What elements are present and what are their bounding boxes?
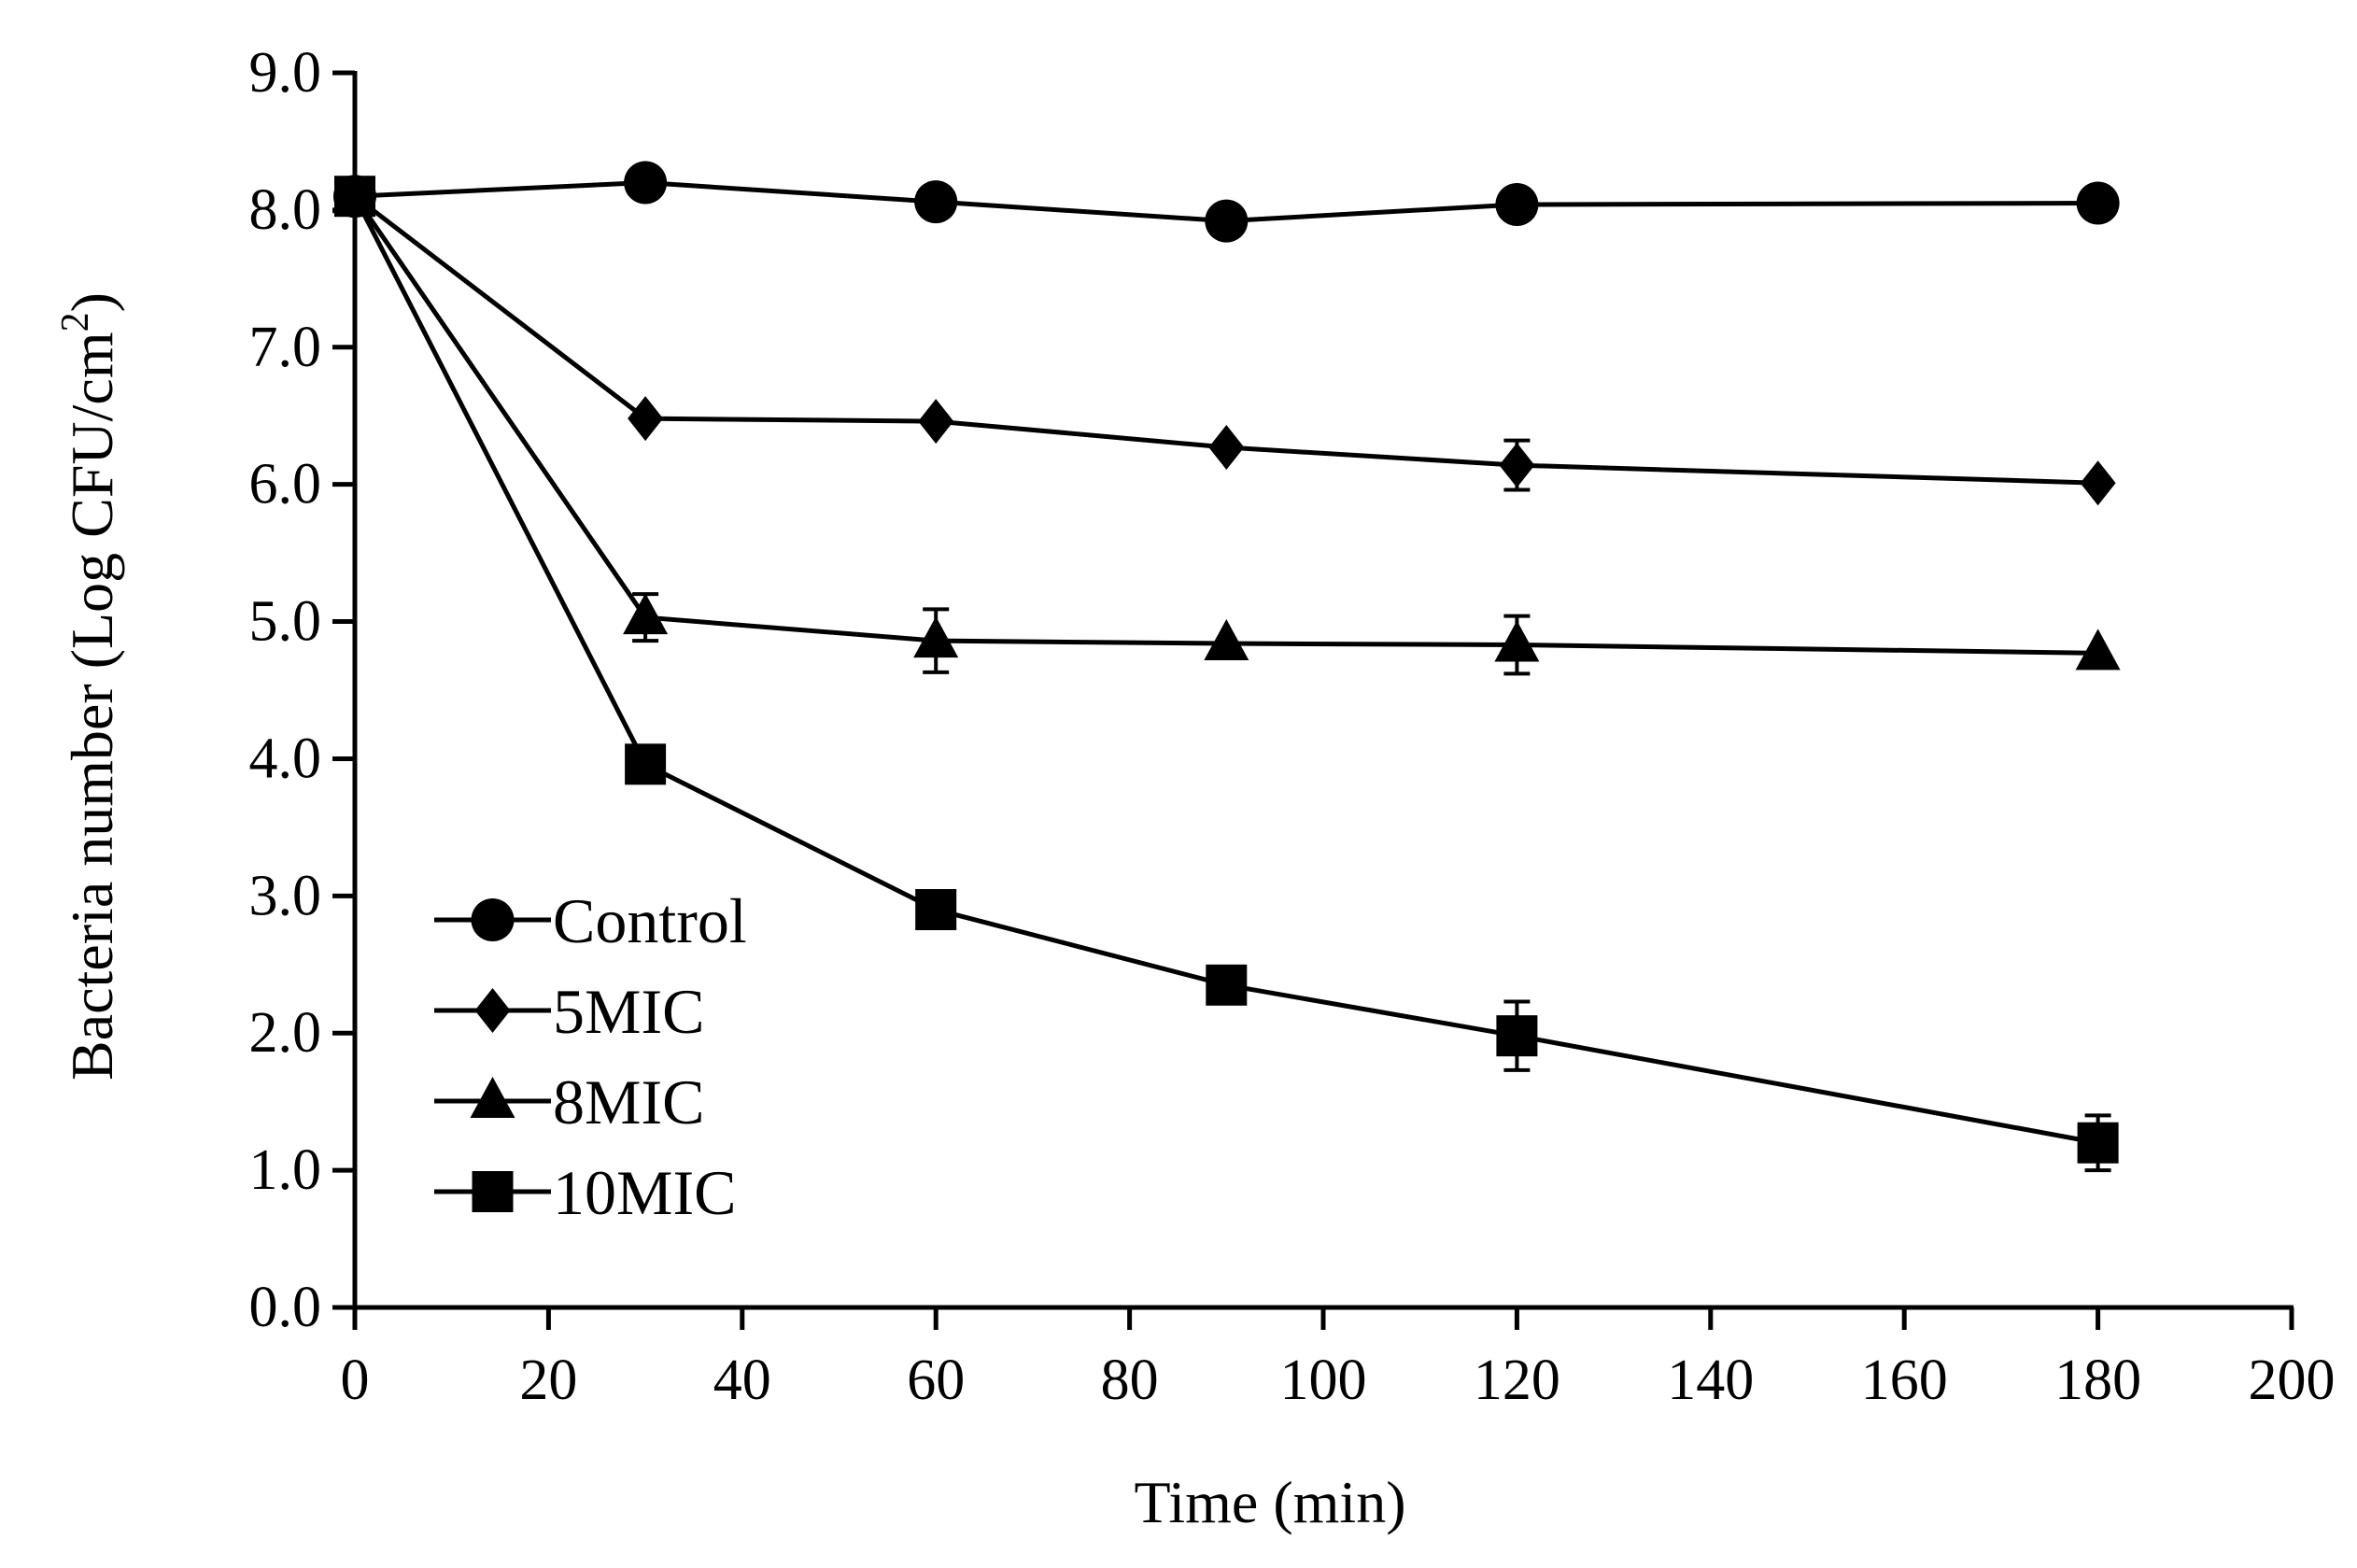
y-tick-label: 8.0 bbox=[249, 178, 322, 242]
data-point-10MIC bbox=[1206, 964, 1248, 1006]
legend: Control 5MIC 8MIC 10MIC bbox=[434, 885, 747, 1228]
x-tick-label: 100 bbox=[1280, 1349, 1367, 1412]
x-tick-label: 160 bbox=[1861, 1349, 1948, 1412]
plot-area bbox=[332, 161, 2121, 1173]
data-point-10MIC bbox=[2077, 1122, 2119, 1164]
data-point-Control bbox=[1495, 183, 1539, 227]
data-point-10MIC bbox=[625, 743, 667, 785]
y-tick-label: 9.0 bbox=[249, 41, 322, 105]
legend-item-Control: Control bbox=[434, 885, 747, 956]
axes: 0.0 1.0 2.0 3.0 4.0 5.0 6.0 7.0 8.0 9.0 0 20 40 60 80 1… bbox=[249, 41, 2336, 1412]
y-tick-label: 1.0 bbox=[249, 1138, 322, 1202]
x-tick-label: 80 bbox=[1101, 1349, 1159, 1412]
series-line-10MIC bbox=[352, 195, 2099, 1146]
data-point-5MIC bbox=[628, 396, 664, 442]
x-tick-label: 120 bbox=[1474, 1349, 1560, 1412]
legend-marker bbox=[470, 1077, 515, 1118]
legend-marker bbox=[471, 898, 515, 941]
data-point-Control bbox=[624, 161, 668, 205]
series-line-5MIC bbox=[353, 194, 2098, 486]
data-point-5MIC bbox=[1208, 425, 1245, 471]
y-tick-label: 3.0 bbox=[249, 864, 322, 927]
data-point-Control bbox=[2076, 181, 2120, 225]
legend-label: Control bbox=[553, 885, 747, 956]
y-axis-title: Bacteria number (Log CFU/cm2) bbox=[54, 292, 125, 1081]
x-tick-label: 0 bbox=[341, 1349, 370, 1412]
data-point-5MIC bbox=[1499, 443, 1535, 488]
y-axis-title-close: ) bbox=[59, 292, 125, 312]
x-tick-label: 20 bbox=[519, 1349, 577, 1412]
y-tick-label: 0.0 bbox=[249, 1276, 322, 1339]
y-tick-label: 2.0 bbox=[249, 1001, 322, 1065]
y-axis-title-main: Bacteria number (Log CFU/cm bbox=[59, 332, 125, 1081]
legend-item-5MIC: 5MIC bbox=[434, 976, 704, 1047]
x-tick-label: 140 bbox=[1667, 1349, 1754, 1412]
data-point-8MIC bbox=[1494, 620, 1540, 662]
y-tick-label: 6.0 bbox=[249, 453, 322, 516]
y-tick-label: 7.0 bbox=[249, 316, 322, 379]
data-point-10MIC bbox=[915, 889, 957, 931]
series-Control bbox=[333, 161, 2120, 243]
x-tick-label: 60 bbox=[907, 1349, 965, 1412]
series-8MIC bbox=[332, 172, 2121, 676]
y-axis-title-superscript: 2 bbox=[54, 312, 97, 332]
y-tick-label: 5.0 bbox=[249, 590, 322, 654]
data-point-8MIC bbox=[913, 616, 959, 658]
data-point-8MIC bbox=[1204, 619, 1249, 661]
series-line-8MIC bbox=[352, 194, 2098, 656]
data-point-Control bbox=[914, 180, 958, 224]
legend-marker bbox=[472, 1171, 514, 1212]
y-tick-label: 4.0 bbox=[249, 727, 322, 790]
legend-label: 10MIC bbox=[553, 1157, 736, 1228]
data-point-8MIC bbox=[2075, 629, 2121, 671]
data-point-8MIC bbox=[623, 593, 669, 635]
legend-item-10MIC: 10MIC bbox=[434, 1157, 736, 1228]
legend-marker bbox=[474, 988, 511, 1033]
data-point-5MIC bbox=[918, 399, 954, 445]
x-axis-title: Time (min) bbox=[1135, 1469, 1406, 1535]
x-tick-label: 200 bbox=[2249, 1349, 2336, 1412]
data-point-5MIC bbox=[2080, 460, 2116, 506]
x-tick-label: 180 bbox=[2054, 1349, 2141, 1412]
series-line-Control bbox=[354, 180, 2098, 224]
data-point-Control bbox=[1205, 199, 1249, 243]
legend-item-8MIC: 8MIC bbox=[434, 1067, 704, 1137]
legend-label: 5MIC bbox=[553, 976, 704, 1047]
legend-label: 8MIC bbox=[553, 1067, 704, 1137]
x-tick-label: 40 bbox=[713, 1349, 771, 1412]
data-point-10MIC bbox=[1496, 1015, 1538, 1057]
